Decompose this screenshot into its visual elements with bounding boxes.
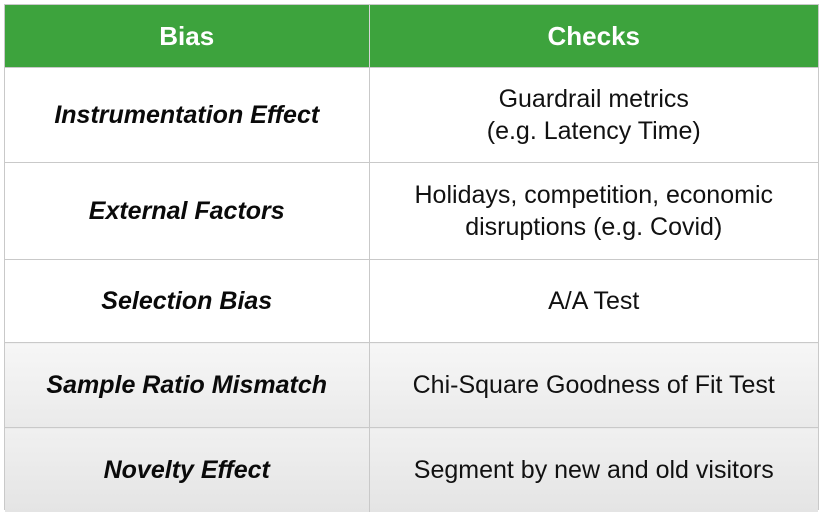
checks-line: Guardrail metrics xyxy=(498,85,689,113)
header-row: Bias Checks xyxy=(5,5,818,68)
table-row: Selection Bias A/A Test xyxy=(5,259,818,343)
table-row: Novelty Effect Segment by new and old vi… xyxy=(5,427,818,512)
bias-cell: Selection Bias xyxy=(5,259,370,343)
checks-cell: A/A Test xyxy=(369,259,818,343)
header-bias: Bias xyxy=(5,5,370,68)
table-row: Sample Ratio Mismatch Chi-Square Goodnes… xyxy=(5,342,818,428)
checks-line: (e.g. Latency Time) xyxy=(486,117,701,145)
header-checks: Checks xyxy=(369,5,818,68)
table-row: Instrumentation Effect Guardrail metrics… xyxy=(5,67,818,163)
checks-cell: Holidays, competition, economic disrupti… xyxy=(369,162,818,260)
checks-cell: Guardrail metrics (e.g. Latency Time) xyxy=(369,67,818,163)
table-row: External Factors Holidays, competition, … xyxy=(5,162,818,260)
bias-cell: External Factors xyxy=(5,162,370,260)
checks-line: Holidays, competition, economic xyxy=(414,181,774,209)
checks-line: A/A Test xyxy=(548,287,640,315)
checks-line: Segment by new and old visitors xyxy=(413,456,774,484)
bias-cell: Novelty Effect xyxy=(5,427,370,512)
checks-line: disruptions (e.g. Covid) xyxy=(465,213,723,241)
checks-cell: Segment by new and old visitors xyxy=(369,427,818,512)
bias-cell: Sample Ratio Mismatch xyxy=(5,342,370,428)
checks-line: Chi-Square Goodness of Fit Test xyxy=(412,371,775,399)
checks-cell: Chi-Square Goodness of Fit Test xyxy=(369,342,818,428)
bias-checks-table: Bias Checks Instrumentation Effect Guard… xyxy=(4,4,819,512)
bias-cell: Instrumentation Effect xyxy=(5,67,370,163)
table: Bias Checks Instrumentation Effect Guard… xyxy=(5,5,818,512)
